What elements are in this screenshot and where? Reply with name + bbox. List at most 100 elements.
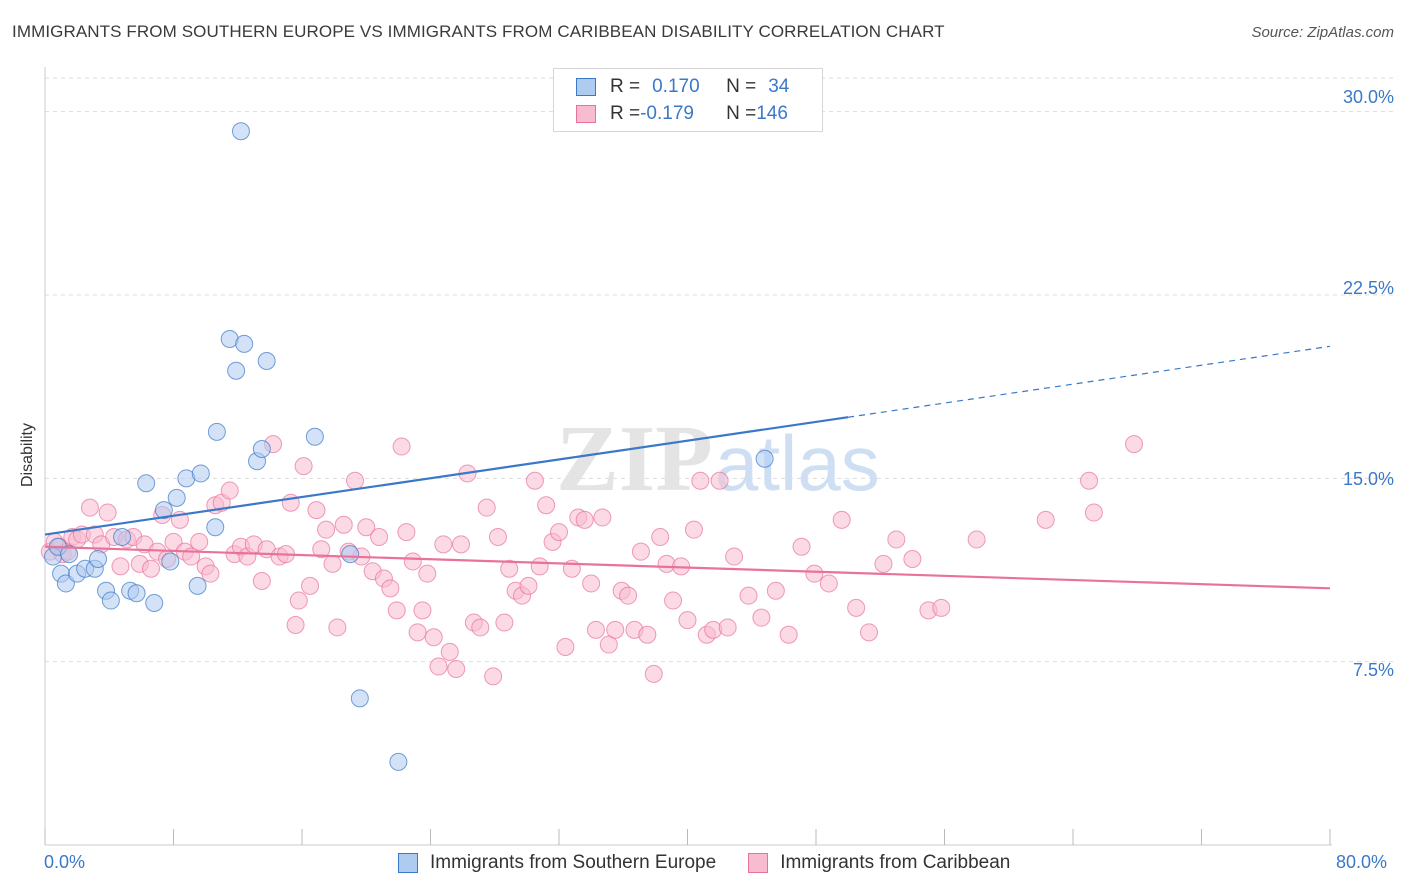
caribbean-point	[644, 664, 663, 683]
caribbean-point	[678, 611, 697, 630]
legend-item-caribbean[interactable]: Immigrants from Caribbean	[748, 852, 1010, 874]
southern-europe-point	[350, 689, 369, 708]
caribbean-trendline	[44, 545, 1331, 590]
caribbean-point	[739, 586, 758, 605]
southern-europe-point	[154, 501, 173, 520]
caribbean-point	[346, 471, 365, 490]
caribbean-point	[381, 579, 400, 598]
caribbean-point	[440, 642, 459, 661]
southern-europe-point	[60, 545, 79, 564]
caribbean-point	[424, 628, 443, 647]
southern-europe-point	[755, 449, 774, 468]
caribbean-point	[413, 601, 432, 620]
n-label: N =	[726, 76, 757, 97]
caribbean-point	[903, 550, 922, 568]
legend-row-caribbean: R = -0.179 N = 146	[576, 101, 788, 127]
pink-swatch	[748, 853, 769, 873]
blue-swatch	[398, 853, 418, 873]
caribbean-point	[582, 574, 601, 593]
legend-label: Immigrants from Caribbean	[780, 852, 1011, 873]
caribbean-point	[495, 613, 514, 632]
southern-europe-point	[305, 427, 324, 446]
caribbean-point	[403, 552, 422, 571]
caribbean-point	[619, 586, 638, 605]
caribbean-point	[556, 638, 575, 656]
caribbean-point	[792, 537, 811, 556]
caribbean-point	[525, 471, 544, 490]
n-value: 146	[756, 103, 788, 124]
southern-europe-point	[188, 576, 207, 595]
caribbean-point	[488, 528, 507, 546]
caribbean-point	[967, 530, 986, 549]
caribbean-point	[317, 520, 336, 539]
caribbean-point	[111, 557, 130, 576]
caribbean-point	[387, 601, 406, 620]
caribbean-point	[847, 598, 866, 617]
caribbean-point	[418, 564, 437, 583]
southern-europe-point	[191, 464, 210, 483]
r-value: 0.170	[652, 76, 700, 97]
caribbean-point	[142, 559, 161, 578]
caribbean-point	[684, 520, 703, 539]
southern-europe-point	[137, 474, 156, 493]
southern-europe-point	[389, 752, 408, 771]
caribbean-point	[294, 457, 313, 476]
caribbean-point	[1036, 510, 1055, 529]
caribbean-point	[710, 471, 729, 490]
caribbean-point	[805, 564, 824, 583]
caribbean-point	[334, 515, 353, 534]
n-value: 34	[768, 76, 790, 97]
caribbean-point	[664, 591, 683, 610]
southern-europe-point	[207, 422, 226, 441]
caribbean-point	[1080, 471, 1099, 490]
southern-europe-point	[101, 591, 120, 610]
pink-swatch	[576, 105, 596, 123]
caribbean-point	[1125, 435, 1144, 454]
r-label: R =	[610, 103, 641, 124]
caribbean-point	[586, 620, 605, 639]
caribbean-point	[860, 623, 879, 642]
r-value: -0.179	[640, 103, 694, 124]
southern-europe-trendline-extension	[848, 345, 1331, 418]
watermark-zip: ZIP	[556, 407, 713, 511]
caribbean-point	[638, 625, 657, 644]
caribbean-point	[606, 620, 625, 639]
caribbean-point	[651, 528, 670, 546]
southern-europe-point	[167, 488, 186, 507]
y-axis-label: Disability	[19, 422, 36, 488]
caribbean-point	[201, 564, 220, 583]
southern-europe-point	[227, 361, 246, 380]
r-label: R =	[610, 76, 641, 97]
y-tick-label: 15.0%	[1342, 469, 1394, 489]
caribbean-point	[452, 535, 471, 554]
caribbean-point	[766, 581, 785, 600]
x-tick-label: 80.0%	[1336, 852, 1388, 872]
caribbean-point	[874, 554, 893, 573]
correlation-legend: R = 0.170 N = 34 R = -0.179 N = 146	[553, 68, 823, 132]
watermark: ZIP atlas	[556, 407, 880, 511]
southern-europe-trendline	[44, 416, 849, 536]
y-tick-label: 7.5%	[1352, 660, 1394, 680]
caribbean-point	[98, 503, 117, 522]
x-tick-label: 0.0%	[44, 852, 86, 872]
y-tick-label: 22.5%	[1342, 278, 1394, 298]
caribbean-point	[307, 501, 326, 520]
caribbean-point	[484, 667, 503, 686]
caribbean-point	[819, 574, 838, 593]
caribbean-point	[477, 498, 496, 517]
caribbean-point	[220, 481, 239, 500]
n-label: N =	[726, 103, 757, 124]
caribbean-point	[397, 523, 416, 542]
legend-item-southern-europe[interactable]: Immigrants from Southern Europe	[398, 852, 716, 874]
caribbean-point	[392, 437, 411, 456]
caribbean-point	[779, 625, 798, 644]
caribbean-point	[725, 547, 744, 566]
caribbean-point	[312, 540, 331, 559]
series-legend: Immigrants from Southern Europe Immigran…	[398, 852, 1042, 874]
source-label: Source: ZipAtlas.com	[1251, 24, 1394, 41]
caribbean-point	[370, 528, 389, 546]
southern-europe-point	[145, 594, 164, 612]
caribbean-point	[301, 576, 320, 595]
y-tick-label: 30.0%	[1342, 87, 1394, 107]
